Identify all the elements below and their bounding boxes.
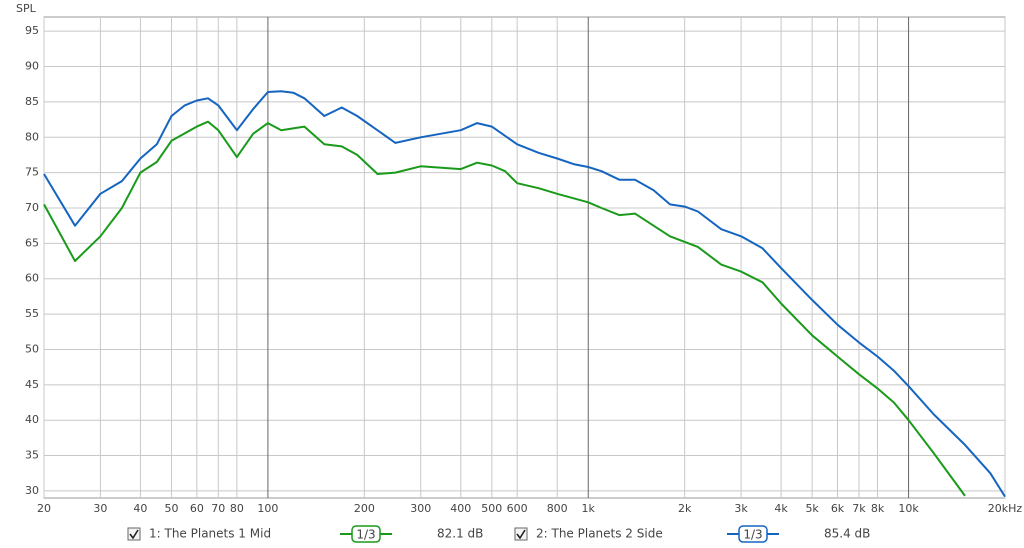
y-tick-label: 40 bbox=[25, 413, 39, 426]
y-tick-label: 60 bbox=[25, 272, 39, 285]
y-tick-label: 30 bbox=[25, 484, 39, 497]
x-tick-label: 60 bbox=[190, 502, 204, 515]
x-tick-label: 5k bbox=[805, 502, 819, 515]
smoothing-label: 1/3 bbox=[356, 528, 375, 542]
y-tick-label: 55 bbox=[25, 307, 39, 320]
y-tick-label: 65 bbox=[25, 236, 39, 249]
x-tick-label: 300 bbox=[410, 502, 431, 515]
x-tick-label: 30 bbox=[93, 502, 107, 515]
legend-checkbox[interactable] bbox=[127, 527, 141, 541]
x-tick-label: 50 bbox=[164, 502, 178, 515]
legend-label: 2: The Planets 2 Side bbox=[536, 527, 663, 541]
x-tick-label: 4k bbox=[774, 502, 788, 515]
x-tick-label: 800 bbox=[547, 502, 568, 515]
plot-area bbox=[43, 16, 1006, 499]
y-tick-label: 70 bbox=[25, 201, 39, 214]
legend-label: 1: The Planets 1 Mid bbox=[149, 527, 271, 541]
x-tick-label: 20kHz bbox=[988, 502, 1023, 515]
series-line bbox=[43, 120, 966, 497]
x-tick-label: 400 bbox=[450, 502, 471, 515]
x-tick-label: 40 bbox=[133, 502, 147, 515]
checkmark bbox=[516, 529, 526, 540]
x-tick-label: 1k bbox=[582, 502, 596, 515]
x-tick-label: 80 bbox=[230, 502, 244, 515]
series-line bbox=[43, 90, 1006, 498]
smoothing-button[interactable] bbox=[738, 525, 768, 543]
smoothing-label: 1/3 bbox=[743, 528, 762, 542]
smoothing-button[interactable] bbox=[351, 525, 381, 543]
y-tick-label: 50 bbox=[25, 342, 39, 355]
x-tick-label: 8k bbox=[871, 502, 885, 515]
x-tick-label: 2k bbox=[678, 502, 692, 515]
legend-checkbox[interactable] bbox=[514, 527, 528, 541]
level-label: 85.4 dB bbox=[824, 527, 870, 541]
y-tick-label: 80 bbox=[25, 130, 39, 143]
y-tick-label: 35 bbox=[25, 449, 39, 462]
y-tick-label: 85 bbox=[25, 95, 39, 108]
level-label: 82.1 dB bbox=[437, 527, 483, 541]
checkmark bbox=[129, 529, 139, 540]
y-axis-label: SPL bbox=[16, 2, 37, 15]
x-tick-label: 200 bbox=[354, 502, 375, 515]
x-tick-label: 100 bbox=[257, 502, 278, 515]
x-tick-label: 3k bbox=[734, 502, 748, 515]
y-tick-label: 95 bbox=[25, 24, 39, 37]
x-tick-label: 7k bbox=[852, 502, 866, 515]
x-tick-label: 20 bbox=[37, 502, 51, 515]
x-tick-label: 70 bbox=[211, 502, 225, 515]
x-tick-label: 6k bbox=[831, 502, 845, 515]
y-tick-label: 75 bbox=[25, 166, 39, 179]
y-tick-label: 90 bbox=[25, 60, 39, 73]
x-tick-label: 600 bbox=[507, 502, 528, 515]
y-tick-label: 45 bbox=[25, 378, 39, 391]
x-tick-label: 10k bbox=[898, 502, 919, 515]
x-tick-label: 500 bbox=[481, 502, 502, 515]
